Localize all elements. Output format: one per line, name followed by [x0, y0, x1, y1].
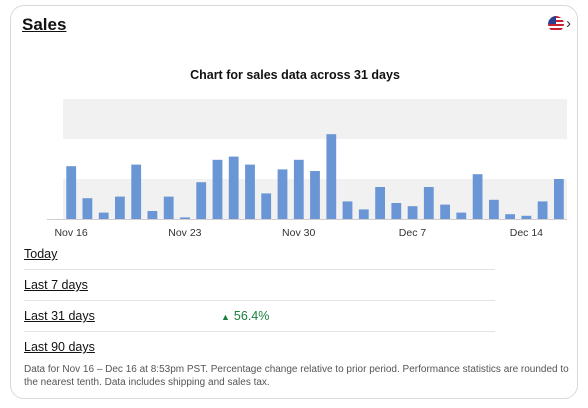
chart-band-upper	[63, 99, 567, 139]
chart-bar-nov-29[interactable]	[277, 169, 288, 219]
period-row-last-90-days: Last 90 days	[24, 332, 495, 362]
chart-bar-nov-27[interactable]	[245, 164, 255, 219]
period-list: Today Last 7 days Last 31 days ▲ 56.4% La…	[24, 239, 495, 362]
chart-bar-dec-10[interactable]	[456, 212, 467, 219]
x-tick-label: Nov 23	[168, 227, 201, 239]
chart-bar-nov-26[interactable]	[228, 156, 239, 219]
chart-bar-nov-24[interactable]	[196, 182, 207, 219]
chart-bar-nov-18[interactable]	[98, 212, 109, 219]
triangle-up-icon: ▲	[221, 312, 230, 322]
chart-bar-nov-21[interactable]	[147, 211, 158, 219]
x-tick-label: Nov 30	[282, 227, 315, 239]
x-tick-label: Dec 7	[399, 227, 427, 239]
chart-bar-dec-14[interactable]	[521, 215, 532, 219]
footnote: Data for Nov 16 – Dec 16 at 8:53pm PST. …	[24, 364, 569, 388]
x-tick-label: Dec 14	[510, 227, 543, 239]
card-title[interactable]: Sales	[22, 15, 67, 34]
chart-bar-dec-16[interactable]	[554, 179, 564, 219]
chart-bar-nov-25[interactable]	[212, 159, 223, 219]
region-selector-button[interactable]: ›	[548, 16, 571, 32]
period-link-today[interactable]: Today	[24, 247, 58, 261]
period-row-last-31-days: Last 31 days ▲ 56.4%	[24, 301, 495, 332]
chart-bar-dec-1[interactable]	[310, 171, 320, 219]
chart-bar-nov-22[interactable]	[163, 196, 174, 219]
chart-bar-dec-8[interactable]	[423, 187, 434, 219]
chart-bar-dec-15[interactable]	[537, 201, 548, 219]
chart-bar-nov-17[interactable]	[82, 198, 93, 219]
x-tick-label: Nov 16	[54, 227, 87, 239]
chart-bar-nov-23[interactable]	[180, 217, 190, 219]
chart-bar-dec-11[interactable]	[472, 174, 483, 219]
chart-bar-dec-7[interactable]	[407, 206, 418, 219]
us-flag-icon	[548, 16, 564, 32]
period-row-today: Today	[24, 239, 495, 270]
chart-bar-dec-6[interactable]	[391, 203, 402, 219]
chart-bar-dec-12[interactable]	[489, 199, 499, 219]
chart-bar-dec-3[interactable]	[342, 201, 353, 219]
percent-change-value: 56.4%	[233, 309, 270, 323]
period-link-last-7-days[interactable]: Last 7 days	[24, 278, 88, 292]
percent-change: ▲ 56.4%	[221, 309, 269, 323]
chart-bar-nov-16[interactable]	[66, 166, 77, 219]
chart-bar-dec-13[interactable]	[505, 214, 515, 219]
chart-bar-nov-20[interactable]	[131, 164, 142, 219]
period-link-last-90-days[interactable]: Last 90 days	[24, 340, 95, 354]
chevron-right-icon: ›	[566, 15, 571, 32]
chart-bar-dec-9[interactable]	[440, 204, 450, 219]
sales-card: Sales › Chart for sales data across 31 d…	[10, 5, 578, 399]
chart-bar-nov-19[interactable]	[115, 196, 125, 219]
chart-bar-nov-30[interactable]	[293, 159, 304, 219]
chart-bar-dec-5[interactable]	[375, 187, 385, 219]
sales-bar-chart: Nov 16 Nov 23 Nov 30 Dec 7 Dec 14	[47, 99, 567, 239]
chart-title: Chart for sales data across 31 days	[190, 68, 400, 82]
chart-bar-nov-28[interactable]	[261, 193, 272, 219]
chart-bar-dec-4[interactable]	[358, 209, 369, 219]
period-row-last-7-days: Last 7 days	[24, 270, 495, 301]
period-link-last-31-days[interactable]: Last 31 days	[24, 309, 95, 323]
chart-bar-dec-2[interactable]	[326, 134, 337, 219]
